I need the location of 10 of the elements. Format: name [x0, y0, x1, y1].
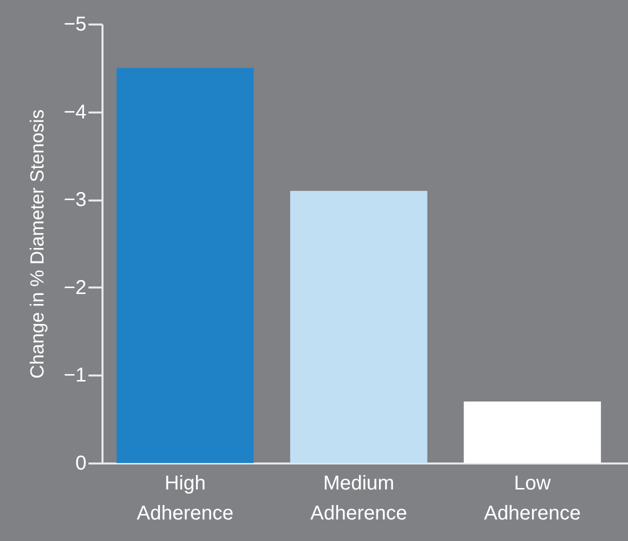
y-tick-label: −1 [64, 364, 86, 387]
x-tick-label: Medium Adherence [310, 472, 408, 524]
y-tick-label: −5 [64, 14, 86, 36]
y-tick-label: −4 [64, 101, 86, 124]
y-tick-label: −3 [64, 189, 86, 212]
x-tick-label: Low Adherence [484, 472, 581, 524]
y-tick-label: −2 [64, 276, 86, 299]
y-tick-label: 0 [75, 452, 86, 474]
y-axis-title: Change in % Diameter Stenosis [28, 109, 49, 379]
x-tick-label: High Adherence [136, 472, 234, 524]
